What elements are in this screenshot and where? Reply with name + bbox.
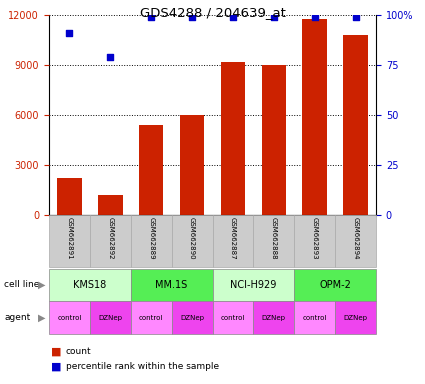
Point: [230, 14, 236, 20]
Text: ▶: ▶: [38, 280, 46, 290]
Bar: [253, 301, 294, 334]
Bar: [131, 301, 172, 334]
Bar: [335, 301, 376, 334]
Text: ■: ■: [51, 346, 62, 356]
Text: control: control: [221, 315, 245, 321]
Text: NCI-H929: NCI-H929: [230, 280, 277, 290]
Text: ■: ■: [51, 362, 62, 372]
Bar: [335, 215, 376, 267]
Text: cell line: cell line: [4, 280, 40, 290]
Bar: [172, 301, 212, 334]
Bar: [294, 215, 335, 267]
Bar: [172, 215, 212, 267]
Text: KMS18: KMS18: [73, 280, 106, 290]
Point: [312, 14, 318, 20]
Text: DZNep: DZNep: [344, 315, 368, 321]
Point: [189, 14, 196, 20]
Bar: [139, 125, 163, 215]
Text: GSM662889: GSM662889: [148, 217, 154, 259]
Text: GSM662893: GSM662893: [312, 217, 318, 259]
Text: count: count: [66, 347, 91, 356]
Point: [66, 30, 73, 36]
Bar: [49, 301, 90, 334]
Text: ▶: ▶: [38, 313, 46, 323]
Bar: [221, 62, 245, 215]
Text: percentile rank within the sample: percentile rank within the sample: [66, 362, 219, 371]
Bar: [90, 301, 131, 334]
Bar: [294, 301, 335, 334]
Point: [148, 14, 155, 20]
Point: [352, 14, 359, 20]
Text: GSM662894: GSM662894: [353, 217, 359, 259]
Text: DZNep: DZNep: [98, 315, 122, 321]
Bar: [49, 269, 131, 301]
Bar: [180, 115, 204, 215]
Bar: [303, 19, 327, 215]
Bar: [212, 269, 294, 301]
Bar: [131, 215, 172, 267]
Text: agent: agent: [4, 313, 31, 323]
Text: DZNep: DZNep: [262, 315, 286, 321]
Text: DZNep: DZNep: [180, 315, 204, 321]
Text: GSM662887: GSM662887: [230, 217, 236, 259]
Bar: [253, 215, 294, 267]
Bar: [90, 215, 131, 267]
Bar: [261, 65, 286, 215]
Text: control: control: [139, 315, 163, 321]
Point: [270, 14, 277, 20]
Text: OPM-2: OPM-2: [319, 280, 351, 290]
Bar: [49, 215, 90, 267]
Text: GSM662890: GSM662890: [189, 217, 195, 259]
Text: control: control: [57, 315, 82, 321]
Bar: [212, 301, 253, 334]
Text: GSM662891: GSM662891: [66, 217, 72, 259]
Text: control: control: [303, 315, 327, 321]
Text: GSM662888: GSM662888: [271, 217, 277, 259]
Bar: [212, 215, 253, 267]
Bar: [131, 269, 212, 301]
Bar: [57, 179, 82, 215]
Bar: [98, 195, 122, 215]
Text: MM.1S: MM.1S: [156, 280, 188, 290]
Bar: [343, 35, 368, 215]
Text: GSM662892: GSM662892: [107, 217, 113, 259]
Bar: [294, 269, 376, 301]
Text: GDS4288 / 204639_at: GDS4288 / 204639_at: [139, 6, 286, 19]
Point: [107, 54, 113, 60]
